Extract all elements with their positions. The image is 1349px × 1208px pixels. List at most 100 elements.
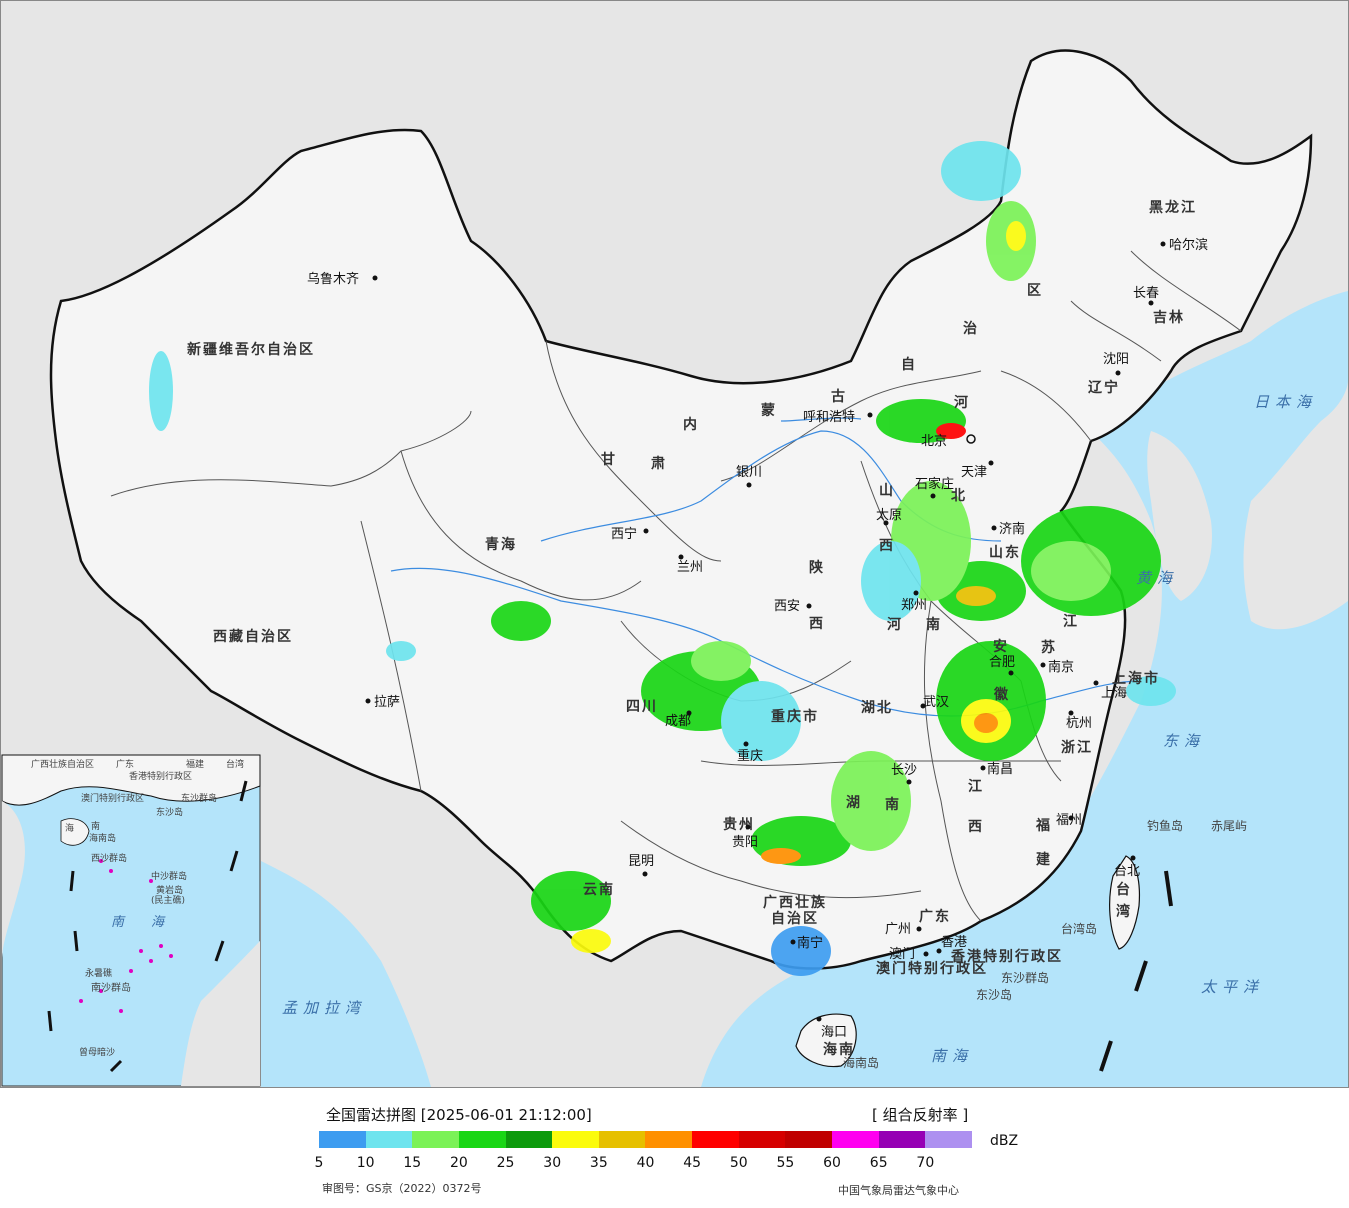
svg-text:曾母暗沙: 曾母暗沙 (79, 1046, 115, 1058)
sea-labels: 日本海 黄海 东海 太平洋 南海 孟加拉湾 (282, 393, 1311, 1065)
svg-text:福州: 福州 (1056, 813, 1082, 828)
svg-text:福: 福 (1035, 817, 1052, 834)
svg-text:海南岛: 海南岛 (843, 1055, 879, 1070)
svg-text:广州: 广州 (885, 922, 911, 937)
radar-echoes (149, 141, 1176, 976)
svg-text:香港: 香港 (941, 935, 967, 950)
svg-text:西安: 西安 (774, 599, 800, 614)
color-swatch (785, 1131, 833, 1148)
svg-text:海: 海 (65, 822, 74, 834)
svg-text:澳门: 澳门 (889, 946, 915, 962)
svg-text:成都: 成都 (665, 714, 691, 729)
svg-text:呼和浩特: 呼和浩特 (803, 410, 855, 425)
svg-text:南: 南 (885, 796, 901, 813)
scale-tick-label: 25 (496, 1155, 515, 1171)
svg-text:台湾: 台湾 (226, 758, 244, 770)
svg-text:黑龙江: 黑龙江 (1149, 199, 1197, 216)
svg-text:西宁: 西宁 (611, 526, 637, 542)
radar-map: 新疆维吾尔自治区 西藏自治区 青海 甘 肃 内 蒙 古 自 治 区 黑龙江 吉林… (0, 0, 1349, 1088)
svg-text:沈阳: 沈阳 (1103, 352, 1129, 367)
svg-text:内: 内 (683, 416, 699, 433)
svg-text:苏: 苏 (1041, 639, 1057, 656)
svg-text:西: 西 (879, 538, 895, 554)
svg-text:海口: 海口 (821, 1025, 847, 1040)
color-swatch (645, 1131, 693, 1148)
svg-text:南: 南 (91, 820, 100, 832)
svg-text:自: 自 (901, 356, 917, 373)
svg-text:东沙群岛: 东沙群岛 (181, 792, 217, 804)
color-swatch (319, 1131, 366, 1148)
svg-text:新疆维吾尔自治区: 新疆维吾尔自治区 (187, 341, 315, 358)
map-canvas: 新疆维吾尔自治区 西藏自治区 青海 甘 肃 内 蒙 古 自 治 区 黑龙江 吉林… (1, 1, 1348, 1087)
svg-text:郑州: 郑州 (901, 598, 927, 613)
svg-text:贵州: 贵州 (723, 816, 755, 833)
svg-text:澳门特别行政区: 澳门特别行政区 (876, 960, 988, 977)
svg-text:南: 南 (111, 915, 130, 930)
svg-text:南昌: 南昌 (987, 761, 1013, 777)
svg-text:江: 江 (1063, 613, 1079, 630)
svg-text:台湾岛: 台湾岛 (1061, 921, 1097, 936)
svg-text:吉林: 吉林 (1153, 309, 1185, 326)
scale-tick-label: 30 (543, 1155, 562, 1171)
svg-text:南海: 南海 (931, 1047, 973, 1065)
boundary-dashes (1099, 870, 1173, 1072)
svg-text:海南: 海南 (823, 1041, 855, 1058)
svg-text:山: 山 (879, 483, 895, 499)
svg-text:东海: 东海 (1163, 732, 1205, 750)
svg-text:黄海: 黄海 (1136, 569, 1178, 587)
svg-text:上海市: 上海市 (1112, 670, 1160, 687)
svg-text:西: 西 (809, 616, 825, 632)
svg-text:四川: 四川 (626, 699, 658, 715)
south-china-sea-inset: 广西壮族自治区 广东 福建 台湾 香港特别行政区 澳门特别行政区 东沙群岛 东沙… (1, 754, 261, 1087)
svg-text:北: 北 (951, 488, 967, 504)
province-labels: 新疆维吾尔自治区 西藏自治区 青海 甘 肃 内 蒙 古 自 治 区 黑龙江 吉林… (187, 199, 1197, 1058)
svg-text:广东: 广东 (116, 758, 134, 770)
svg-text:浙江: 浙江 (1061, 739, 1093, 756)
scale-tick-label: 10 (356, 1155, 375, 1171)
scale-tick-label: 35 (589, 1155, 608, 1171)
svg-text:重庆: 重庆 (737, 748, 763, 764)
svg-text:北京: 北京 (921, 434, 947, 449)
taiwan-island (1109, 855, 1141, 950)
svg-text:蒙: 蒙 (761, 402, 777, 419)
svg-text:昆明: 昆明 (628, 854, 654, 869)
svg-text:南京: 南京 (1048, 659, 1074, 675)
svg-text:肃: 肃 (651, 455, 667, 472)
color-swatch (692, 1131, 739, 1148)
svg-text:古: 古 (831, 388, 847, 405)
svg-text:河: 河 (887, 616, 903, 633)
svg-text:甘: 甘 (601, 451, 617, 468)
svg-text:陕: 陕 (809, 559, 825, 576)
svg-text:广东: 广东 (919, 908, 951, 925)
svg-text:钓鱼岛: 钓鱼岛 (1147, 818, 1183, 833)
svg-text:银川: 银川 (736, 465, 762, 480)
svg-text:哈尔滨: 哈尔滨 (1169, 237, 1208, 253)
svg-text:广西壮族: 广西壮族 (763, 894, 827, 911)
svg-text:湖: 湖 (846, 795, 862, 811)
svg-text:南宁: 南宁 (797, 935, 823, 951)
svg-text:永暑礁: 永暑礁 (85, 967, 112, 979)
svg-text:西: 西 (968, 819, 984, 835)
bay-of-bengal (261, 861, 431, 1087)
svg-text:云南: 云南 (583, 881, 615, 898)
svg-text:太平洋: 太平洋 (1201, 978, 1264, 996)
unit-label: dBZ (990, 1133, 1019, 1149)
svg-text:南沙群岛: 南沙群岛 (91, 981, 131, 994)
product-label: [ 组合反射率 ] (872, 1106, 969, 1124)
svg-text:武汉: 武汉 (923, 695, 949, 710)
svg-text:孟加拉湾: 孟加拉湾 (282, 999, 366, 1017)
svg-text:(民主礁): (民主礁) (151, 894, 185, 906)
svg-text:东沙岛: 东沙岛 (156, 806, 183, 818)
island-labels: 钓鱼岛 赤尾屿 台湾岛 东沙群岛 东沙岛 海南岛 (843, 818, 1247, 1070)
scale-tick-label: 20 (450, 1155, 468, 1171)
svg-text:香港特别行政区: 香港特别行政区 (950, 948, 1063, 965)
scale-tick-label: 60 (823, 1155, 841, 1171)
legend-panel: 全国雷达拼图 [2025-06-01 21:12:00] [ 组合反射率 ] d… (0, 1088, 1349, 1208)
svg-text:乌鲁木齐: 乌鲁木齐 (307, 271, 359, 287)
svg-text:重庆市: 重庆市 (771, 708, 819, 725)
svg-text:青海: 青海 (485, 536, 517, 553)
svg-text:石家庄: 石家庄 (915, 476, 954, 492)
svg-text:香港特别行政区: 香港特别行政区 (129, 770, 192, 782)
color-swatch (552, 1131, 599, 1148)
color-swatch (598, 1131, 646, 1148)
